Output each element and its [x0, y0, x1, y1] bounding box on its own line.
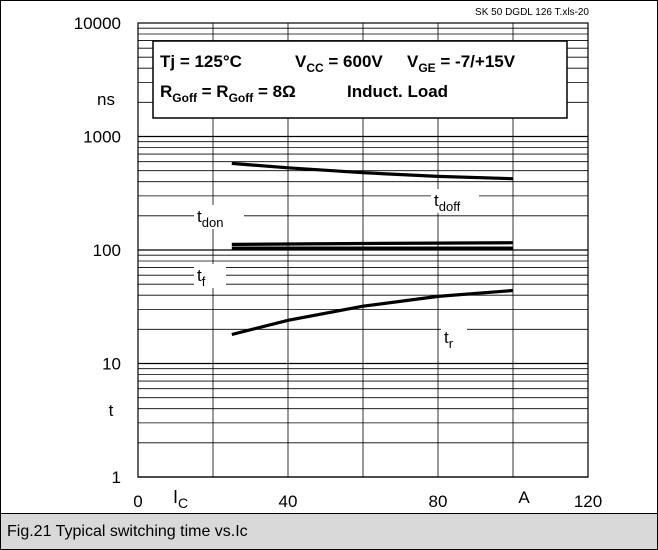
x-tick-label: 0	[133, 492, 142, 511]
tick-labels: 1 10 100 1000 10000 0 40 80 120	[74, 14, 602, 511]
switching-time-chart: SK 50 DGDL 126 T.xls-20 1 10 100 1000 10000 0…	[74, 7, 602, 511]
x-axis-label: IC	[173, 487, 188, 511]
conditions-text: V	[295, 52, 307, 71]
conditions-subscript: Goff	[172, 91, 198, 105]
series-line-tdon	[231, 241, 514, 246]
conditions-subscript: Goff	[229, 91, 255, 105]
series-label-sub: r	[449, 336, 454, 351]
y-tick-label: 100	[93, 241, 121, 260]
y-axis-unit: ns	[97, 90, 115, 109]
series-label-sub: don	[202, 215, 224, 230]
x-tick-label: 80	[429, 492, 448, 511]
conditions-text: = 600V	[324, 52, 384, 71]
plot-grid	[137, 22, 589, 478]
plot-border	[137, 22, 589, 478]
series-group	[231, 161, 514, 337]
series-label-tf: tf	[197, 266, 206, 289]
figure-caption: Fig.21 Typical switching time vs.Ic	[1, 513, 657, 549]
conditions-text: R	[160, 82, 172, 101]
y-axis-symbol: t	[109, 401, 114, 420]
conditions-line: RGoff = RGoff = 8Ω Induct. Load	[160, 82, 448, 105]
x-axis-label-sub: C	[178, 495, 188, 511]
series-label-sub: doff	[439, 199, 461, 214]
series-label-bg	[431, 189, 479, 213]
y-tick-label: 10000	[74, 14, 121, 33]
series-label-bg	[194, 264, 226, 288]
conditions-text: Induct. Load	[347, 82, 448, 101]
conditions-text: Tj = 125°C	[160, 52, 242, 71]
series-label-bg	[441, 326, 467, 350]
conditions-text: = R	[197, 82, 229, 101]
conditions-text: = 8Ω	[253, 82, 295, 101]
x-axis-unit: A	[518, 488, 530, 507]
series-line-tdoff	[231, 161, 514, 181]
y-tick-label: 1000	[83, 128, 121, 147]
conditions-subscript: CC	[306, 61, 324, 75]
series-label-bg	[194, 205, 244, 229]
series-line-tr	[231, 288, 514, 337]
conditions-box-border	[152, 40, 568, 119]
source-tag: SK 50 DGDL 126 T.xls-20	[475, 7, 589, 18]
conditions-text: = -7/+15V	[436, 52, 516, 71]
x-tick-label: 40	[279, 492, 298, 511]
conditions-text: V	[407, 52, 419, 71]
x-tick-label: 120	[574, 492, 602, 511]
series-label-sub: f	[202, 274, 206, 289]
conditions-subscript: GE	[418, 61, 435, 75]
series-label-tr: tr	[444, 328, 454, 351]
y-tick-label: 1	[112, 468, 121, 487]
conditions-line: Tj = 125°C VCC = 600V VGE = -7/+15V	[160, 52, 516, 75]
y-tick-label: 10	[102, 355, 121, 374]
